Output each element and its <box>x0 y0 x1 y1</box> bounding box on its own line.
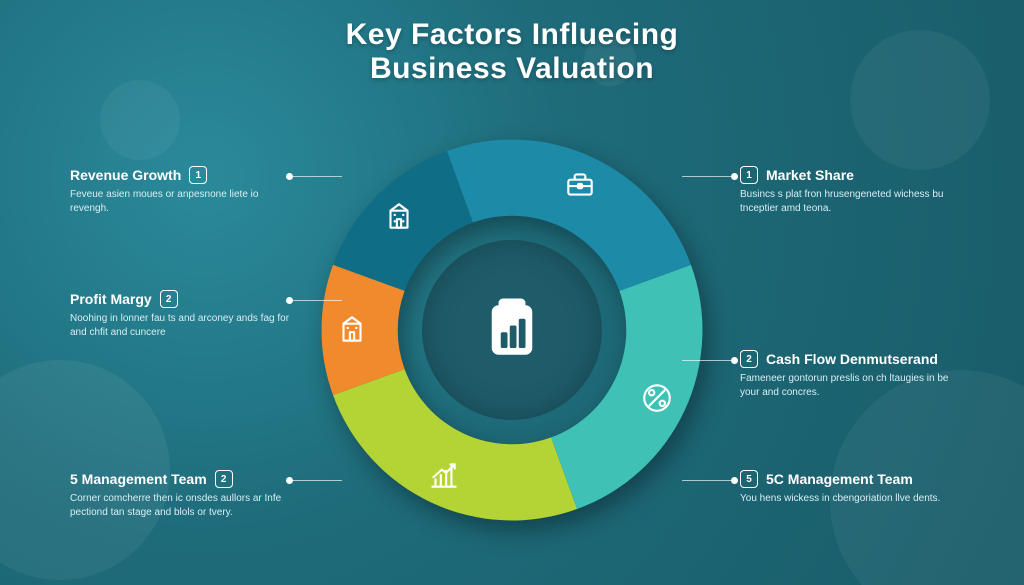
number-badge: 1 <box>189 166 207 184</box>
callout-profit_margy: Profit Margy 2 Noohing in lonner fau ts an… <box>70 290 290 339</box>
building-icon <box>382 200 416 234</box>
leader-line <box>290 176 342 177</box>
callout-cash_flow: 2 Cash Flow Denmutserand Fameneer gontorun… <box>740 350 970 399</box>
callout-desc: Feveue asien moues or anpesnone liete io… <box>70 188 290 215</box>
callout-desc: You hens wickess in cbengoriation llve d… <box>740 492 970 506</box>
callout-title: Cash Flow Denmutserand <box>766 351 938 367</box>
callout-title: Profit Margy <box>70 291 152 307</box>
leader-line <box>682 360 734 361</box>
callout-desc: Busincs s plat fron hrusengeneted wiches… <box>740 188 970 215</box>
title-line-2: Business Valuation <box>0 52 1024 86</box>
leader-line <box>682 480 734 481</box>
title-line-1: Key Factors Influecing <box>0 18 1024 52</box>
leader-line <box>290 300 342 301</box>
number-badge: 2 <box>740 350 758 368</box>
callout-mgmt_left: 5 Management Team 2 Corner comcherre then … <box>70 470 290 519</box>
bar-trend-icon <box>427 458 461 492</box>
leader-line <box>682 176 734 177</box>
callout-desc: Noohing in lonner fau ts and arconey and… <box>70 312 290 339</box>
callout-desc: Corner comcherre then ic onsdes aullors … <box>70 492 290 519</box>
callout-title: 5C Management Team <box>766 471 913 487</box>
callout-desc: Fameneer gontorun preslis on ch ltaugies… <box>740 372 970 399</box>
number-badge: 1 <box>740 166 758 184</box>
percent-icon <box>640 381 674 415</box>
briefcase-icon <box>563 168 597 202</box>
callout-title: 5 Management Team <box>70 471 207 487</box>
callout-mgmt_right: 5 5C Management Team You hens wickess in c… <box>740 470 970 506</box>
callout-title: Market Share <box>766 167 854 183</box>
page-title: Key Factors Influecing Business Valuatio… <box>0 18 1024 86</box>
cycle-ring <box>312 130 712 530</box>
building-icon <box>335 313 369 347</box>
number-badge: 2 <box>215 470 233 488</box>
center-chart-icon <box>476 294 548 366</box>
number-badge: 5 <box>740 470 758 488</box>
callout-title: Revenue Growth <box>70 167 181 183</box>
leader-line <box>290 480 342 481</box>
number-badge: 2 <box>160 290 178 308</box>
callout-revenue_growth: Revenue Growth 1 Feveue asien moues or anp… <box>70 166 290 215</box>
callout-market_share: 1 Market Share Busincs s plat fron hruseng… <box>740 166 970 215</box>
center-disc <box>422 240 602 420</box>
